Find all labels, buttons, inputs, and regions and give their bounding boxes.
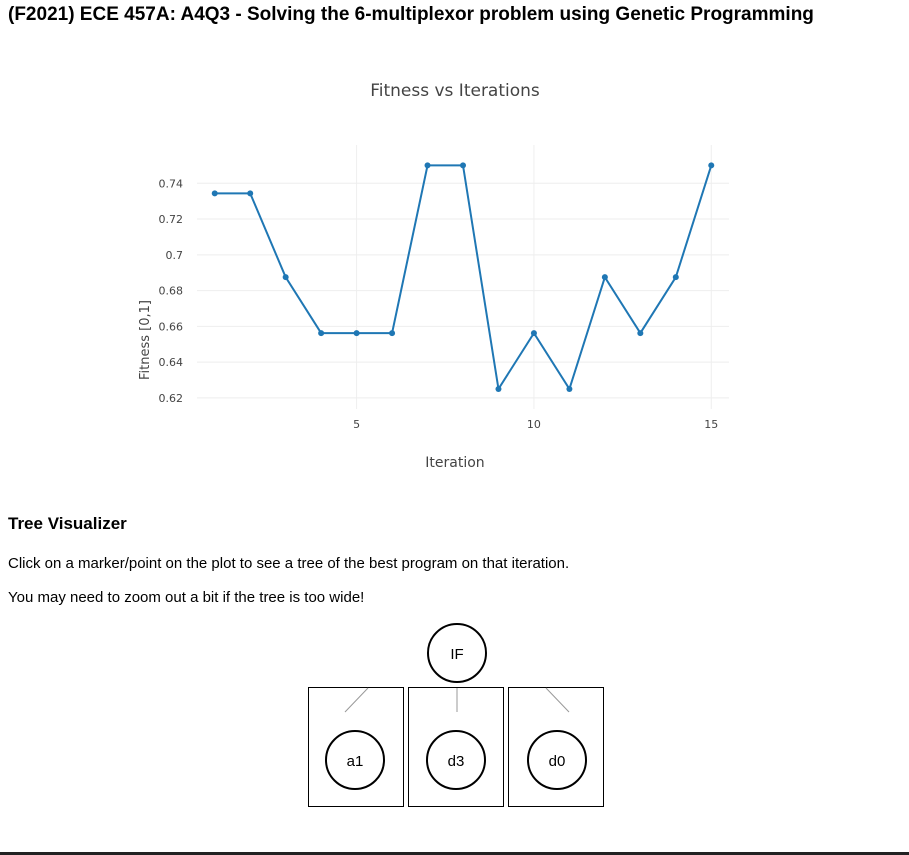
tree-child-node-2[interactable]: d3 <box>426 730 486 790</box>
y-tick-label: 0.66 <box>159 320 184 333</box>
tree-visualizer-heading: Tree Visualizer <box>8 514 127 533</box>
data-point-marker[interactable] <box>708 162 715 169</box>
tree-child-label-1: a1 <box>347 753 364 770</box>
x-tick-label: 10 <box>527 418 541 431</box>
data-point-marker[interactable] <box>637 330 644 337</box>
y-tick-label: 0.64 <box>159 356 184 369</box>
tree-child-label-3: d0 <box>549 753 566 770</box>
page-title: (F2021) ECE 457A: A4Q3 - Solving the 6-m… <box>8 4 814 25</box>
data-point-marker[interactable] <box>566 385 573 392</box>
data-point-marker[interactable] <box>318 330 325 337</box>
data-point-marker[interactable] <box>672 274 679 281</box>
chart-gridlines <box>197 145 729 409</box>
chart-title: Fitness vs Iterations <box>370 81 540 101</box>
data-point-marker[interactable] <box>353 330 360 337</box>
y-tick-label: 0.74 <box>159 177 184 190</box>
tree-instruction-text: Click on a marker/point on the plot to s… <box>8 555 570 572</box>
chart-series[interactable] <box>211 162 715 392</box>
tree-child-label-2: d3 <box>448 753 465 770</box>
tree-root-label: IF <box>450 646 463 663</box>
data-point-marker[interactable] <box>530 330 537 337</box>
tree-child-box-2: d3 <box>408 687 504 807</box>
tree-hint-text: You may need to zoom out a bit if the tr… <box>8 589 365 606</box>
x-tick-label: 15 <box>704 418 718 431</box>
data-point-marker[interactable] <box>495 385 502 392</box>
x-axis-label: Iteration <box>425 455 484 471</box>
data-point-marker[interactable] <box>211 190 218 197</box>
data-point-marker[interactable] <box>460 162 466 169</box>
y-tick-label: 0.68 <box>159 285 184 298</box>
tree-child-box-3: d0 <box>508 687 604 807</box>
data-point-marker[interactable] <box>282 274 289 281</box>
tree-child-box-1: a1 <box>308 687 404 807</box>
y-axis-ticks: 0.62 0.64 0.66 0.68 0.7 0.72 0.74 <box>159 177 184 405</box>
data-point-marker[interactable] <box>424 162 431 169</box>
tree-child-node-3[interactable]: d0 <box>527 730 587 790</box>
y-axis-label: Fitness [0,1] <box>138 300 153 380</box>
tree-root-node[interactable]: IF <box>427 623 487 683</box>
y-tick-label: 0.62 <box>159 392 184 405</box>
fitness-chart[interactable]: Fitness vs Iterations 0.620.640.660.680.… <box>0 60 909 480</box>
y-tick-label: 0.7 <box>166 249 184 262</box>
y-tick-label: 0.72 <box>159 213 184 226</box>
data-point-marker[interactable] <box>389 330 396 337</box>
tree-child-node-1[interactable]: a1 <box>325 730 385 790</box>
tree-edge-3 <box>545 687 570 713</box>
data-point-marker[interactable] <box>601 274 608 281</box>
series-line <box>214 164 713 392</box>
data-point-marker[interactable] <box>247 190 254 197</box>
x-axis-ticks: 5 10 15 <box>353 418 718 431</box>
program-tree: IF a1 d3 d0 <box>308 623 604 807</box>
tree-edge-1 <box>344 687 369 713</box>
x-tick-label: 5 <box>353 418 360 431</box>
window-bottom-edge <box>0 852 909 855</box>
